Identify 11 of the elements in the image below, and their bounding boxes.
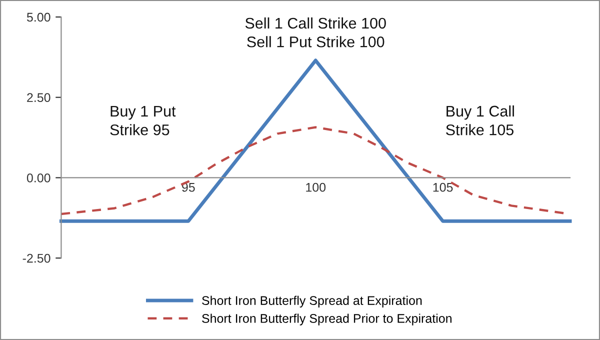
y-tick-label: 0.00 [26, 174, 50, 182]
annotation: Buy 1 Call Strike 105 [446, 105, 514, 136]
annotation: Buy 1 Put Strike 95 [110, 106, 176, 136]
annotation: Sell 1 Call Strike 100 Sell 1 Put Strike 100 [245, 17, 386, 48]
y-tick-label: 2.50 [27, 93, 50, 102]
y-tick-label: 5.00 [26, 12, 50, 22]
legend-label: Short Iron Butterfly Spread Prior to Expiration [202, 314, 452, 326]
y-tick-label: -2.50 [22, 254, 50, 263]
x-tick-label: 100 [306, 182, 326, 192]
legend-label: Short Iron Butterfly Spread at Expiration [202, 296, 422, 308]
x-tick-label: 105 [433, 182, 453, 192]
